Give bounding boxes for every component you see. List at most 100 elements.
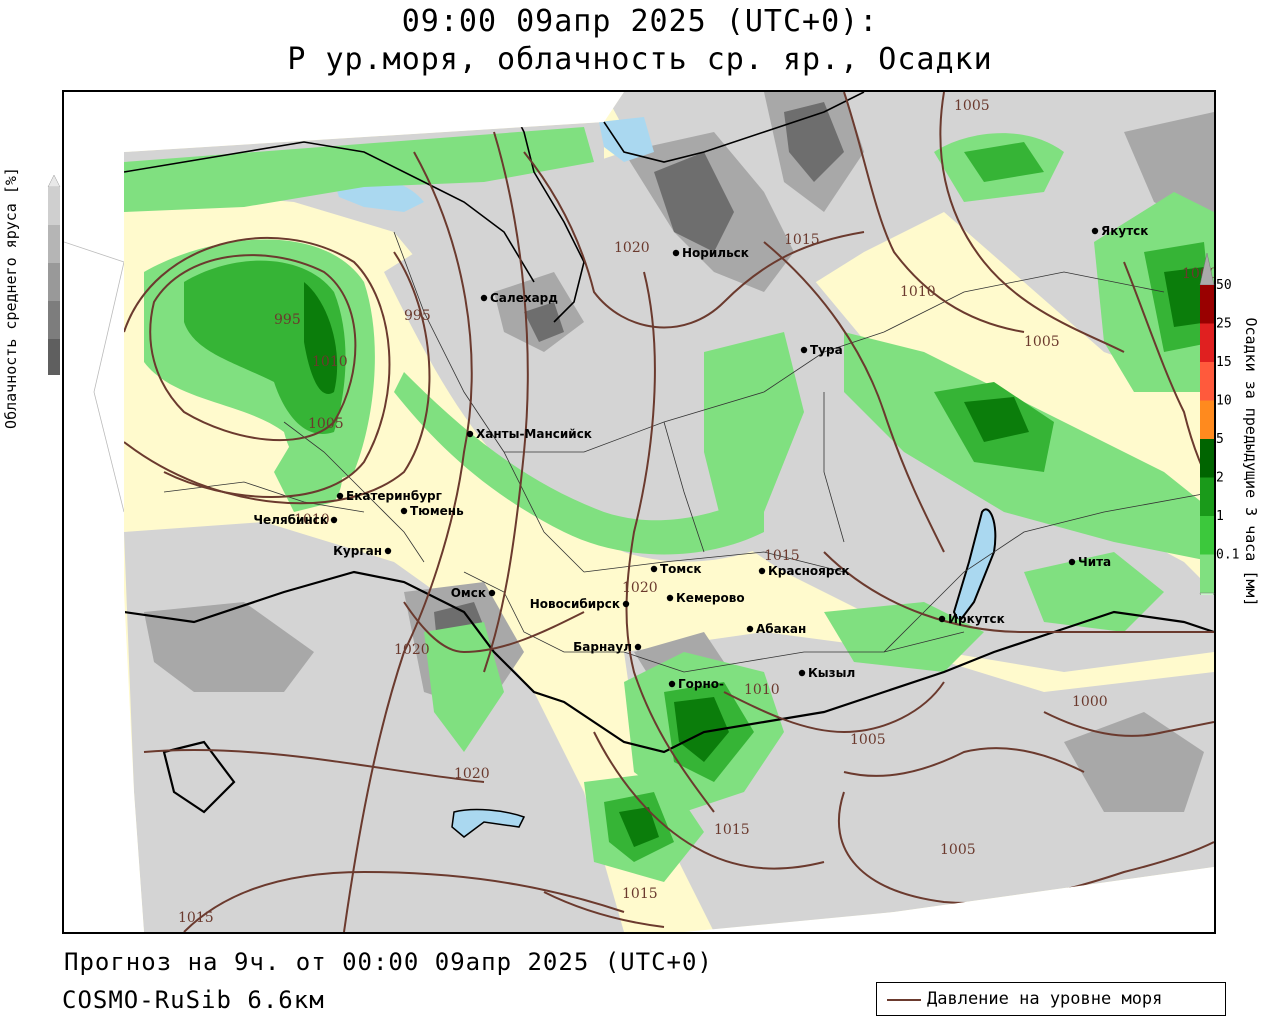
city-marker <box>798 669 806 677</box>
cloud-level-swatch <box>48 225 60 263</box>
city-marker <box>400 507 408 515</box>
precip-level-swatch <box>1200 477 1214 516</box>
admin-boundaries <box>163 231 1214 673</box>
isobar-label: 1000 <box>1072 694 1108 710</box>
precip-tick-label: 25 <box>1216 317 1232 332</box>
precip-tick-label: 10 <box>1216 394 1232 409</box>
isobar-legend-swatch <box>887 999 921 1001</box>
city-marker <box>488 589 496 597</box>
model-name: COSMO-RuSib 6.6км <box>62 986 325 1014</box>
colorbar-cap <box>47 175 61 188</box>
colorbar-cap <box>1199 592 1215 595</box>
city-markers: Салехард Норильск Якутск Тура Ханты-Мансийск… <box>253 224 1148 691</box>
cloud-level-swatch <box>48 301 60 339</box>
isobar-label: 1005 <box>1024 334 1060 350</box>
isobar-label: 1015 <box>178 910 214 926</box>
isobar-label: 995 <box>404 308 431 324</box>
cloud-level-swatch <box>48 187 60 225</box>
map-title-fields: Р ур.моря, облачность ср. яр., Осадки <box>287 42 993 77</box>
precip-tick-label: 5 <box>1216 432 1224 447</box>
precip-level-swatch <box>1200 516 1214 555</box>
map-canvas: 1005 1020 1015 995 1000 1005 1010 1010 1005 995 10… <box>64 92 1214 932</box>
isobar-label: 1015 <box>622 886 658 902</box>
city-label: Курган <box>333 544 382 558</box>
isobar-label: 1005 <box>308 416 344 432</box>
city-label: Горно- <box>678 677 724 691</box>
city-label: Екатеринбург <box>346 489 442 503</box>
isobar-label: 1010 <box>900 284 936 300</box>
city-marker <box>1091 227 1099 235</box>
city-label: Кызыл <box>808 666 855 680</box>
city-marker <box>666 594 674 602</box>
city-label: Красноярск <box>768 564 850 578</box>
isobar-label: 1005 <box>850 732 886 748</box>
isobar-label: 1020 <box>394 642 430 658</box>
isobar-label: 1005 <box>940 842 976 858</box>
precip-tick-label: 0.1 <box>1216 548 1239 563</box>
city-marker <box>330 516 338 524</box>
city-label: Салехард <box>490 291 558 305</box>
isobar-label: 995 <box>274 312 301 328</box>
precip-level-swatch <box>1200 554 1214 593</box>
city-marker <box>634 643 642 651</box>
city-label: Чита <box>1078 555 1111 569</box>
isobar-label: 1010 <box>294 512 330 528</box>
city-label: Омск <box>451 586 486 600</box>
city-label: Абакан <box>756 622 806 636</box>
precip-level-swatch <box>1200 400 1214 439</box>
precip-tick-label: 50 <box>1216 278 1232 293</box>
colorbar-cap <box>1199 252 1215 286</box>
city-label: Иркутск <box>948 612 1005 626</box>
isobar-label: 1020 <box>614 240 650 256</box>
coastline <box>124 92 865 323</box>
city-label: Тура <box>810 343 843 357</box>
isobar-label: 1015 <box>784 232 820 248</box>
map-legend: Давление на уровне моря <box>876 982 1226 1016</box>
isobar-label: 1020 <box>622 580 658 596</box>
isobar-legend-label: Давление на уровне моря <box>927 989 1163 1009</box>
isobar-labels: 1005 1020 1015 995 1000 1005 1010 1010 1005 995 10… <box>178 98 1214 926</box>
city-marker <box>336 492 344 500</box>
city-marker <box>746 625 754 633</box>
precip-tick-label: 15 <box>1216 355 1232 370</box>
isobar-label: 1015 <box>764 548 800 564</box>
city-label: Якутск <box>1101 224 1148 238</box>
isobar-label: 1010 <box>744 682 780 698</box>
city-label: Норильск <box>682 246 749 260</box>
precip-tick-label: 1 <box>1216 509 1224 524</box>
forecast-map: 1005 1020 1015 995 1000 1005 1010 1010 1005 995 10… <box>62 90 1216 934</box>
city-marker <box>1068 558 1076 566</box>
isobar-label: 1005 <box>954 98 990 114</box>
isobar-label: 1010 <box>312 354 348 370</box>
city-marker <box>758 567 766 575</box>
map-title-time: 09:00 09апр 2025 (UTC+0): <box>401 4 879 39</box>
isobar-label: 1020 <box>454 766 490 782</box>
cloud-colorbar-label: Облачность среднего яруса [%] <box>2 167 20 429</box>
city-marker <box>622 600 630 608</box>
cloud-level-swatch <box>48 263 60 301</box>
precip-level-swatch <box>1200 285 1214 324</box>
cloud-level-swatch <box>48 339 60 375</box>
city-label: Кемерово <box>676 591 745 605</box>
city-label: Ханты-Мансийск <box>476 427 592 441</box>
state-borders <box>124 570 1214 814</box>
precip-tick-label: 2 <box>1216 471 1224 486</box>
city-marker <box>650 565 658 573</box>
city-marker <box>800 346 808 354</box>
city-label: Челябинск <box>253 513 328 527</box>
city-label: Тюмень <box>410 504 464 518</box>
city-label: Новосибирск <box>530 597 620 611</box>
precip-colorbar: 50 25 15 10 5 2 1 0.1 <box>1199 252 1239 595</box>
isobars <box>124 92 1214 932</box>
precip-level-swatch <box>1200 323 1214 362</box>
precip-level-swatch <box>1200 439 1214 478</box>
city-marker <box>384 547 392 555</box>
water-bodies <box>334 117 997 838</box>
city-label: Томск <box>660 562 702 576</box>
precipitation-heavy <box>304 267 1209 847</box>
forecast-info: Прогноз на 9ч. от 00:00 09апр 2025 (UTC+… <box>64 948 713 976</box>
city-marker <box>668 680 676 688</box>
isobar-label: 1015 <box>714 822 750 838</box>
city-marker <box>466 430 474 438</box>
city-label: Барнаул <box>573 640 632 654</box>
